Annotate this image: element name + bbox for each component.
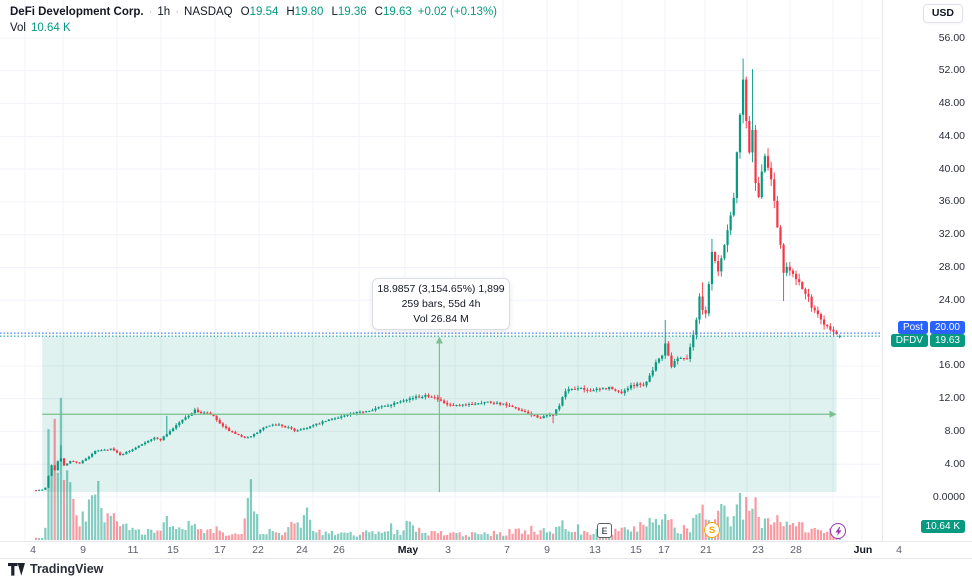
legend-separator: · [148, 6, 153, 18]
day-tick-label: 24 [296, 544, 308, 556]
ohlc-close: C19.63 [374, 6, 412, 18]
measure-arrows [42, 336, 837, 493]
measure-volume-line: Vol 26.84 M [413, 313, 469, 325]
symbol-legend: DeFi Development Corp. · 1h · NASDAQ O19… [10, 5, 497, 36]
tradingview-logo-text: TradingView [30, 562, 104, 576]
earnings-event-icon[interactable]: E [597, 523, 612, 538]
day-tick-label: 15 [167, 544, 179, 556]
tradingview-logo-icon [8, 562, 25, 576]
price-tick-label: 16.00 [938, 359, 965, 372]
symbol-title[interactable]: DeFi Development Corp. [10, 6, 144, 18]
day-tick-label: 3 [445, 544, 451, 556]
day-tick-label: 13 [589, 544, 601, 556]
day-tick-label: 21 [700, 544, 712, 556]
month-tick-label: Jun [853, 544, 873, 556]
price-tick-label: 48.00 [938, 97, 965, 110]
month-tick-label: May [397, 544, 419, 556]
interval-button[interactable]: 1h [157, 6, 171, 18]
price-change-label: +0.02 (+0.13%) [417, 6, 498, 18]
candlestick-series [34, 58, 841, 492]
price-tick-label: 56.00 [938, 31, 965, 44]
post-label: Post [897, 321, 928, 334]
volume-value: 10.64 K [31, 22, 71, 34]
measure-bars-line: 259 bars, 55d 4h [401, 298, 481, 310]
day-tick-label: 26 [333, 544, 345, 556]
splits-glyph: S [708, 524, 716, 536]
ohlc-low: L19.36 [331, 6, 367, 18]
last-price-value: 19.63 [929, 334, 965, 347]
time-scale[interactable]: 4 9 11 15 17 22 24 26 May 3 7 9 13 15 17 21 23 28 Jun 4 [0, 541, 972, 559]
day-tick-label: 28 [790, 544, 802, 556]
post-market-price-badge: Post 20.00 [897, 321, 965, 334]
day-tick-label: 15 [630, 544, 642, 556]
ohlc-open: O19.54 [240, 6, 279, 18]
day-tick-label: 4 [30, 544, 36, 556]
day-tick-label: 23 [752, 544, 764, 556]
day-tick-label: 4 [896, 544, 902, 556]
day-tick-label: 17 [214, 544, 226, 556]
day-tick-label: 22 [252, 544, 264, 556]
day-tick-label: 7 [504, 544, 510, 556]
price-scale[interactable]: Post 20.00 DFDV 19.63 10.64 K 56.00 52.00 48… [882, 0, 972, 541]
legend-row-main: DeFi Development Corp. · 1h · NASDAQ O19… [10, 5, 497, 20]
price-tick-label: 24.00 [938, 293, 965, 306]
tradingview-attribution[interactable]: TradingView [8, 562, 103, 576]
day-tick-label: 11 [127, 544, 139, 556]
price-tick-label: 36.00 [938, 195, 965, 208]
price-tick-label: 32.00 [938, 228, 965, 241]
ohlc-high: H19.80 [286, 6, 324, 18]
lightning-bolt-icon [834, 526, 842, 536]
earnings-glyph: E [601, 525, 608, 536]
price-tick-label: 8.00 [944, 424, 965, 437]
day-tick-label: 17 [658, 544, 670, 556]
volume-badge-value: 10.64 K [920, 520, 965, 533]
post-price: 20.00 [929, 321, 965, 334]
currency-button[interactable]: USD [922, 4, 963, 23]
gridlines [0, 0, 880, 541]
splits-event-icon[interactable]: S [704, 522, 720, 538]
measure-change-line: 18.9857 (3,154.65%) 1,899 [377, 283, 505, 295]
day-tick-label: 9 [544, 544, 550, 556]
exchange-label[interactable]: NASDAQ [184, 6, 233, 18]
day-tick-label: 9 [80, 544, 86, 556]
volume-label: Vol [10, 22, 26, 34]
price-tick-label: 28.00 [938, 261, 965, 273]
flash-event-icon[interactable] [830, 523, 846, 539]
price-tick-label: 52.00 [938, 64, 965, 77]
volume-axis-badge: 10.64 K [920, 520, 965, 533]
price-tick-label: 44.00 [938, 129, 965, 142]
price-tick-label: 4.00 [944, 457, 965, 470]
price-tick-label: 12.00 [938, 392, 965, 405]
measure-tooltip: 18.9857 (3,154.65%) 1,899 259 bars, 55d … [372, 278, 510, 330]
legend-separator: · [175, 6, 180, 18]
price-tick-label: 40.00 [938, 162, 965, 175]
price-tick-label: 0.0000 [932, 490, 965, 503]
last-price-badge: DFDV 19.63 [890, 334, 965, 347]
legend-row-volume: Vol 10.64 K [10, 21, 497, 36]
ticker-label: DFDV [890, 334, 928, 347]
